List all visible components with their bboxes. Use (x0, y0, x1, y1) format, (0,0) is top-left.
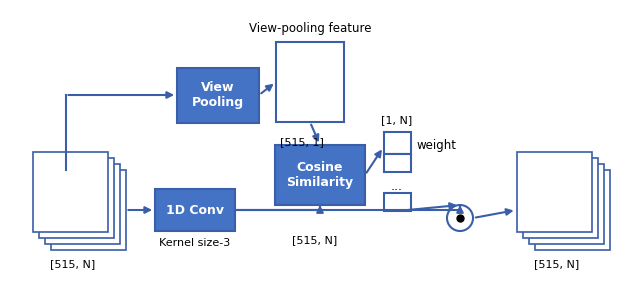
FancyBboxPatch shape (51, 170, 125, 250)
Text: Kernel size-3: Kernel size-3 (159, 238, 230, 248)
FancyBboxPatch shape (522, 158, 598, 238)
FancyBboxPatch shape (177, 68, 259, 122)
Text: [515, N]: [515, N] (51, 259, 96, 269)
FancyBboxPatch shape (45, 164, 120, 244)
FancyBboxPatch shape (383, 193, 410, 211)
Circle shape (447, 205, 473, 231)
Text: View
Pooling: View Pooling (192, 81, 244, 109)
Text: [515, N]: [515, N] (534, 259, 580, 269)
Text: [515, N]: [515, N] (292, 235, 338, 245)
FancyBboxPatch shape (155, 189, 235, 231)
FancyBboxPatch shape (383, 132, 410, 154)
Text: [515, 1]: [515, 1] (280, 137, 324, 147)
Text: weight: weight (417, 140, 456, 153)
Text: ...: ... (391, 179, 403, 193)
FancyBboxPatch shape (275, 145, 365, 205)
Text: View-pooling feature: View-pooling feature (249, 22, 371, 35)
FancyBboxPatch shape (33, 152, 108, 232)
FancyBboxPatch shape (38, 158, 113, 238)
Text: [1, N]: [1, N] (381, 115, 413, 125)
FancyBboxPatch shape (383, 154, 410, 172)
FancyBboxPatch shape (276, 42, 344, 122)
FancyBboxPatch shape (516, 152, 591, 232)
Text: Cosine
Similarity: Cosine Similarity (287, 161, 353, 189)
FancyBboxPatch shape (534, 170, 609, 250)
FancyBboxPatch shape (529, 164, 604, 244)
Text: 1D Conv: 1D Conv (166, 204, 224, 217)
